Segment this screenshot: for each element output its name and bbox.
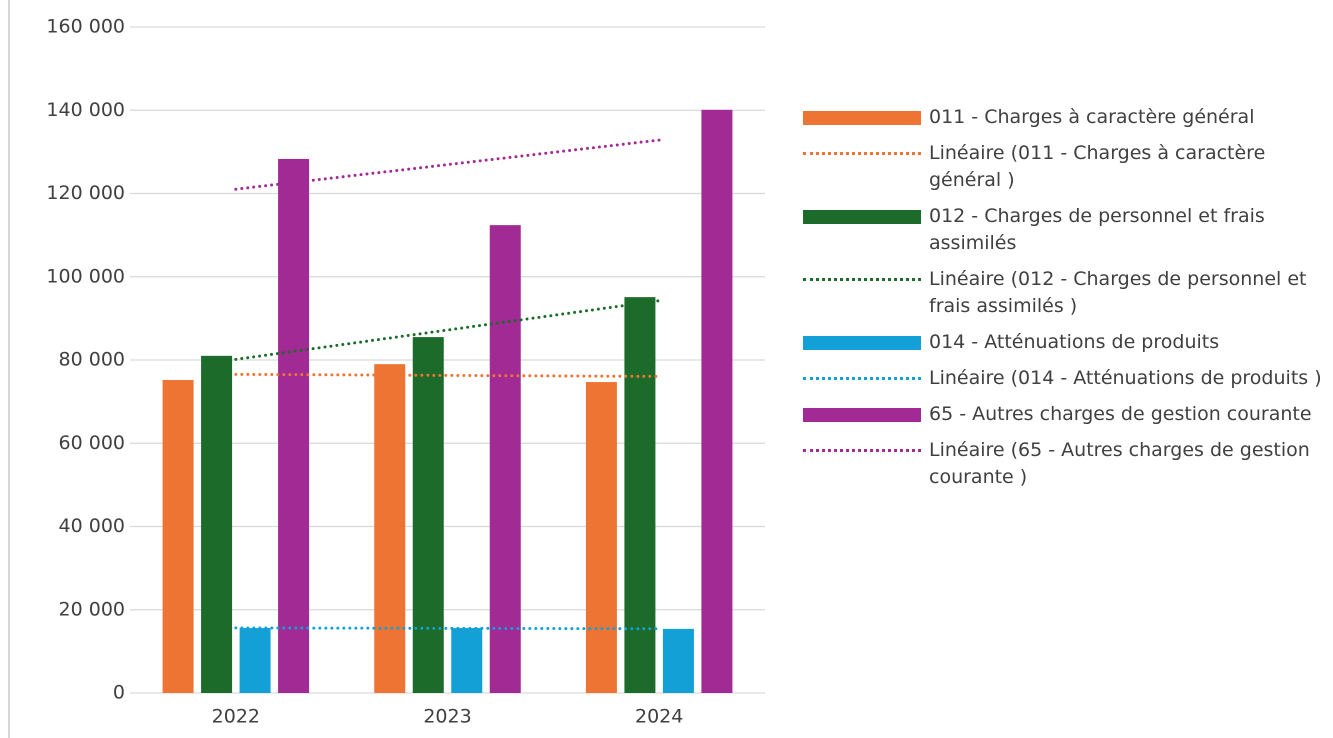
bar [412,337,444,693]
legend-label: 014 - Atténuations de produits [929,331,1220,353]
bar [585,382,617,693]
legend-label: 65 - Autres charges de gestion courante [929,403,1312,425]
legend-entry: Linéaire (011 - Charges à caractère géné… [803,140,1323,194]
bar [489,225,521,693]
bar [162,379,194,693]
y-tick-label: 100 000 [46,265,125,287]
legend-swatch [803,329,921,356]
bar [624,297,656,693]
y-tick-label: 80 000 [59,349,125,371]
legend-swatch [803,437,921,464]
x-tick-label: 2023 [423,706,471,728]
x-tick-label: 2022 [212,706,260,728]
trend-line [234,372,661,378]
legend-entry: 014 - Atténuations de produits [803,329,1323,356]
legend-swatch [803,203,921,230]
bar [278,158,310,694]
y-tick-label: 20 000 [59,598,125,620]
x-tick-label: 2024 [635,706,683,728]
legend-swatch [803,140,921,167]
legend-label: 011 - Charges à caractère général [929,106,1255,128]
y-tick-label: 160 000 [46,16,125,38]
bar [239,628,271,693]
legend-label: Linéaire (012 - Charges de personnel et … [929,268,1307,317]
y-tick-label: 140 000 [46,99,125,121]
bar [374,364,406,693]
legend-label: 012 - Charges de personnel et frais assi… [929,205,1265,254]
legend-swatch [803,104,921,131]
legend-label: Linéaire (65 - Autres charges de gestion… [929,439,1310,488]
legend-entry: 65 - Autres charges de gestion courante [803,401,1323,428]
legend-swatch [803,401,921,428]
bar [662,628,694,693]
legend-label: Linéaire (011 - Charges à caractère géné… [929,142,1266,191]
legend-entry: Linéaire (65 - Autres charges de gestion… [803,437,1323,491]
trend-line [234,626,661,631]
legend-entry: Linéaire (014 - Atténuations de produits… [803,365,1323,392]
bar [701,109,733,694]
y-tick-label: 60 000 [59,432,125,454]
legend-entry: Linéaire (012 - Charges de personnel et … [803,266,1323,320]
y-tick-label: 40 000 [59,515,125,537]
trend-line [234,299,661,361]
trend-line [234,138,661,191]
legend-label: Linéaire (014 - Atténuations de produits… [929,367,1322,389]
chart: 0 20 000 40 000 60 000 80 000 100 000 120 000 1… [8,0,765,738]
legend-swatch [803,266,921,293]
legend-entry: 012 - Charges de personnel et frais assi… [803,203,1323,257]
legend-swatch [803,365,921,392]
bar [201,355,233,693]
legend-entry: 011 - Charges à caractère général [803,104,1323,131]
legend: 011 - Charges à caractère général Linéair… [803,104,1323,491]
bar [451,628,483,693]
y-tick-label: 0 [113,682,125,704]
y-tick-label: 120 000 [46,182,125,204]
